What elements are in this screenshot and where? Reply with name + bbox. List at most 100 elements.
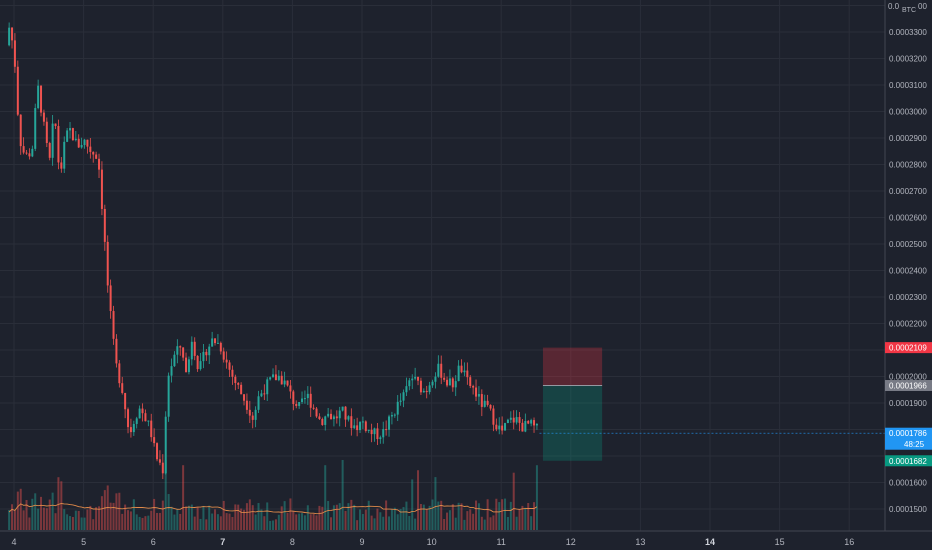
volume-bar	[437, 501, 440, 530]
volume-bar	[318, 505, 321, 530]
candle-body	[419, 380, 422, 393]
volume-bar	[48, 499, 51, 530]
candle-body	[263, 393, 266, 395]
volume-bar	[504, 498, 507, 530]
candle-body	[185, 357, 188, 373]
volume-bar	[492, 515, 495, 530]
volume-bar	[298, 513, 301, 530]
candle-body	[179, 346, 182, 348]
volume-bar	[185, 506, 188, 530]
volume-bar	[219, 516, 222, 530]
price-tick-label: 0.0001600	[889, 479, 927, 488]
candle-body	[42, 112, 45, 122]
volume-bar	[495, 498, 498, 530]
candle-body	[66, 130, 69, 142]
volume-bar	[463, 519, 466, 530]
candle-body	[353, 425, 356, 429]
candle-body	[506, 419, 509, 424]
candle-body	[254, 409, 257, 420]
volume-bar	[89, 505, 92, 530]
volume-bar	[222, 500, 225, 530]
time-tick-label: 13	[635, 537, 645, 547]
volume-bar	[144, 516, 147, 530]
volume-bar	[248, 499, 251, 530]
candle-body	[359, 422, 362, 431]
volume-bar	[127, 510, 130, 530]
volume-bar	[431, 499, 434, 530]
time-tick-label: 12	[566, 537, 576, 547]
volume-bar	[419, 503, 422, 530]
candle-body	[463, 370, 466, 373]
candle-body	[431, 381, 434, 386]
candle-body	[454, 381, 457, 388]
volume-bar	[405, 501, 408, 530]
candle-body	[269, 377, 272, 380]
candle-body	[527, 420, 530, 424]
price-tick-label: 0.0002900	[889, 134, 927, 143]
candle-body	[138, 408, 141, 419]
volume-bar	[11, 504, 14, 530]
volume-bar	[396, 514, 399, 530]
short-position-tool[interactable]	[542, 347, 603, 461]
volume-bar	[338, 503, 341, 530]
candle-body	[318, 416, 321, 420]
candle-body	[399, 400, 402, 402]
volume-bar	[417, 470, 420, 530]
candle-body	[100, 169, 103, 209]
volume-bar	[501, 499, 504, 530]
volume-bar	[498, 502, 501, 530]
volume-bar	[535, 465, 538, 530]
volume-bar	[208, 505, 211, 530]
volume-bar	[480, 516, 483, 530]
volume-bar	[350, 499, 353, 530]
candle-body	[434, 376, 437, 382]
volume-bar	[399, 509, 402, 530]
volume-bar	[414, 518, 417, 530]
time-axis[interactable]	[0, 531, 932, 550]
candle-body	[385, 429, 388, 431]
volume-bar	[347, 503, 350, 530]
candle-body	[187, 359, 190, 373]
candle-body	[295, 403, 298, 406]
candle-body	[515, 417, 518, 423]
candle-body	[89, 146, 92, 152]
volume-bar	[95, 507, 98, 530]
volume-bar	[135, 514, 138, 530]
volume-bar	[489, 517, 492, 530]
volume-bar	[63, 509, 66, 530]
candle-body	[524, 420, 527, 432]
volume-bar	[466, 511, 469, 530]
candle-body	[504, 423, 507, 431]
volume-bar	[251, 505, 254, 530]
candle-body	[422, 390, 425, 393]
candle-body	[150, 420, 153, 438]
candle-body	[57, 126, 60, 163]
volume-bar	[83, 517, 86, 530]
candle-body	[208, 346, 211, 356]
volume-bar	[92, 519, 95, 530]
candle-body	[132, 423, 135, 433]
candle-body	[98, 158, 101, 170]
price-tick-label: 0.0002800	[889, 161, 927, 170]
volume-bar	[327, 501, 330, 530]
candle-body	[376, 428, 379, 440]
volume-bar	[512, 472, 515, 530]
price-axis[interactable]	[885, 0, 932, 531]
candle-body	[475, 387, 478, 397]
volume-bar	[518, 509, 521, 530]
candle-body	[457, 365, 460, 382]
candlesticks	[8, 22, 538, 480]
volume-bar	[234, 504, 237, 530]
volume-bar	[109, 502, 112, 530]
candle-body	[361, 421, 364, 423]
volume-bar	[341, 460, 344, 530]
volume-bar	[196, 507, 199, 530]
candle-body	[71, 128, 74, 141]
candle-body	[373, 428, 376, 435]
volume-bar	[150, 510, 153, 530]
volume-bar	[280, 506, 283, 530]
candle-body	[451, 378, 454, 388]
candle-body	[428, 385, 431, 393]
candle-body	[124, 392, 127, 410]
